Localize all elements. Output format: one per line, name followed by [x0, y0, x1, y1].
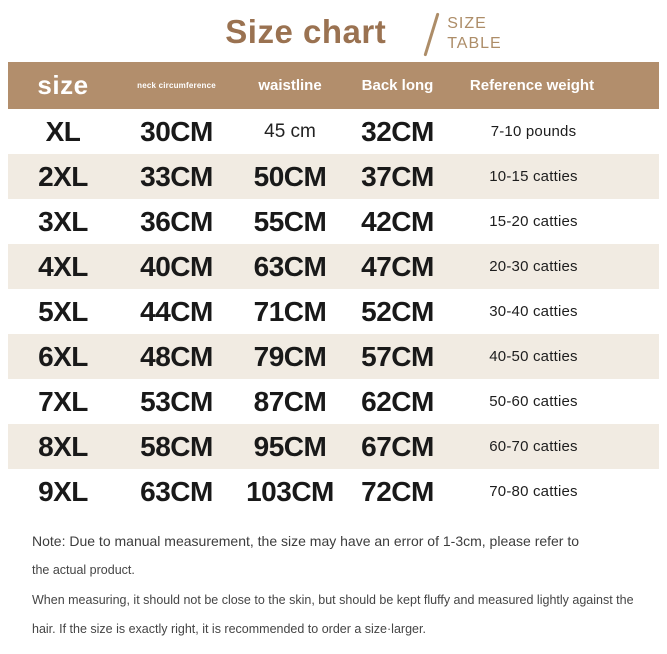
cell-size: 6XL [38, 340, 88, 372]
cell-reference-weight: 70-80 catties [489, 483, 578, 500]
subtitle-line-1: SIZE [447, 15, 487, 32]
cell-reference-weight: 50-60 catties [489, 393, 578, 410]
cell-size: 3XL [38, 205, 88, 237]
table-header-row: size neck circumference waistline Back l… [8, 62, 659, 109]
table-row: 7XL 53CM 87CM 62CM 50-60 catties [8, 379, 659, 424]
cell-reference-weight: 7-10 pounds [490, 123, 577, 140]
cell-waistline: 95CM [253, 430, 327, 462]
cell-size: 8XL [38, 430, 88, 462]
cell-waistline: 63CM [253, 250, 327, 282]
cell-waistline: 71CM [253, 295, 327, 327]
cell-reference-weight: 20-30 catties [489, 258, 578, 275]
cell-neck: 53CM [140, 385, 213, 417]
cell-back-long: 32CM [361, 115, 434, 147]
table-row: 2XL 33CM 50CM 37CM 10-15 catties [8, 154, 659, 199]
page-subtitle: SIZE TABLE [447, 14, 502, 54]
cell-neck: 36CM [140, 205, 213, 237]
cell-size: 4XL [38, 250, 88, 282]
table-row: 5XL 44CM 71CM 52CM 30-40 catties [8, 289, 659, 334]
notes-block: Note: Due to manual measurement, the siz… [0, 514, 667, 637]
cell-size: 5XL [38, 295, 88, 327]
cell-reference-weight: 60-70 catties [489, 438, 578, 455]
cell-back-long: 37CM [361, 160, 434, 192]
header-back-long: Back long [361, 77, 434, 94]
cell-neck: 58CM [140, 430, 213, 462]
cell-neck: 44CM [140, 295, 213, 327]
cell-back-long: 72CM [361, 475, 434, 507]
cell-back-long: 47CM [361, 250, 434, 282]
note-line-1: Note: Due to manual measurement, the siz… [32, 533, 580, 549]
cell-neck: 63CM [140, 475, 213, 507]
cell-back-long: 67CM [361, 430, 434, 462]
note-line-3: When measuring, it should not be close t… [32, 593, 634, 607]
cell-waistline: 50CM [253, 160, 327, 192]
cell-waistline: 103CM [246, 475, 334, 507]
cell-size: 9XL [38, 475, 88, 507]
header-reference-weight: Reference weight [469, 77, 595, 94]
cell-size: 2XL [38, 160, 88, 192]
table-body: XL 30CM 45 cm 32CM 7-10 pounds 2XL 33CM 50CM 37C… [8, 109, 659, 514]
cell-back-long: 42CM [361, 205, 434, 237]
cell-neck: 48CM [140, 340, 213, 372]
cell-waistline: 79CM [253, 340, 327, 372]
table-row: 4XL 40CM 63CM 47CM 20-30 catties [8, 244, 659, 289]
cell-size: 7XL [38, 385, 88, 417]
table-row: 9XL 63CM 103CM 72CM 70-80 catties [8, 469, 659, 514]
size-table: size neck circumference waistline Back l… [8, 62, 659, 514]
page-header: Size chart SIZE TABLE [30, 0, 667, 61]
subtitle-line-2: TABLE [447, 35, 502, 52]
table-row: 6XL 48CM 79CM 57CM 40-50 catties [8, 334, 659, 379]
cell-neck: 30CM [140, 115, 213, 147]
table-row: 3XL 36CM 55CM 42CM 15-20 catties [8, 199, 659, 244]
cell-reference-weight: 30-40 catties [489, 303, 578, 320]
cell-back-long: 57CM [361, 340, 434, 372]
cell-reference-weight: 40-50 catties [489, 348, 578, 365]
cell-waistline: 55CM [253, 205, 327, 237]
note-line-2: the actual product. [32, 563, 135, 577]
cell-size: XL [45, 115, 81, 147]
cell-reference-weight: 15-20 catties [489, 213, 578, 230]
cell-reference-weight: 10-15 catties [489, 168, 578, 185]
cell-neck: 33CM [140, 160, 213, 192]
table-row: XL 30CM 45 cm 32CM 7-10 pounds [8, 109, 659, 154]
note-line-4: hair. If the size is exactly right, it i… [32, 622, 426, 636]
cell-waistline: 45 cm [264, 120, 316, 142]
slash-divider-icon [423, 12, 440, 57]
header-waistline: waistline [258, 77, 322, 94]
cell-neck: 40CM [140, 250, 213, 282]
page-title: Size chart [225, 13, 387, 50]
header-neck-circumference: neck circumference [137, 81, 216, 90]
cell-waistline: 87CM [253, 385, 327, 417]
header-size: size [37, 70, 89, 100]
cell-back-long: 52CM [361, 295, 434, 327]
table-row: 8XL 58CM 95CM 67CM 60-70 catties [8, 424, 659, 469]
cell-back-long: 62CM [361, 385, 434, 417]
